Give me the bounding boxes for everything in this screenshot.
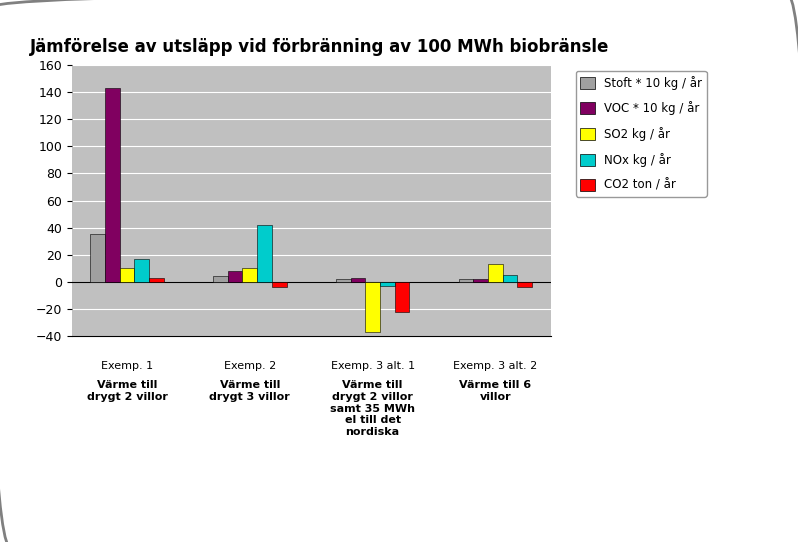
Bar (134, 259, 149, 282)
Text: Värme till
drygt 3 villor: Värme till drygt 3 villor (209, 380, 290, 402)
Text: Exemp. 3 alt. 2: Exemp. 3 alt. 2 (453, 361, 538, 371)
Bar (473, 279, 488, 282)
Legend: Stoft * 10 kg / år, VOC * 10 kg / år, SO2 kg / år, NOx kg / år, CO2 ton / år: Stoft * 10 kg / år, VOC * 10 kg / år, SO… (575, 71, 707, 197)
Bar (336, 279, 350, 282)
Text: Jämförelse av utsläpp vid förbränning av 100 MWh biobränsle: Jämförelse av utsläpp vid förbränning av… (30, 38, 609, 56)
Bar (380, 282, 395, 286)
Bar (517, 282, 532, 287)
Text: Exemp. 2: Exemp. 2 (223, 361, 276, 371)
Bar (395, 282, 409, 312)
Bar (272, 282, 286, 287)
Bar (488, 264, 503, 282)
Text: Exemp. 3 alt. 1: Exemp. 3 alt. 1 (330, 361, 415, 371)
Bar (257, 225, 272, 282)
Text: Värme till
drygt 2 villor
samt 35 MWh
el till det
nordiska: Värme till drygt 2 villor samt 35 MWh el… (330, 380, 415, 437)
Text: Exemp. 1: Exemp. 1 (101, 361, 153, 371)
Bar (503, 275, 517, 282)
Bar (90, 234, 105, 282)
Bar (213, 276, 227, 282)
Bar (227, 271, 243, 282)
Text: Värme till 6
villor: Värme till 6 villor (460, 380, 531, 402)
Bar (350, 278, 365, 282)
Bar (105, 88, 120, 282)
Text: Värme till
drygt 2 villor: Värme till drygt 2 villor (87, 380, 168, 402)
Bar (120, 268, 134, 282)
Bar (149, 278, 164, 282)
Bar (365, 282, 380, 332)
Bar (459, 279, 473, 282)
Bar (243, 268, 257, 282)
